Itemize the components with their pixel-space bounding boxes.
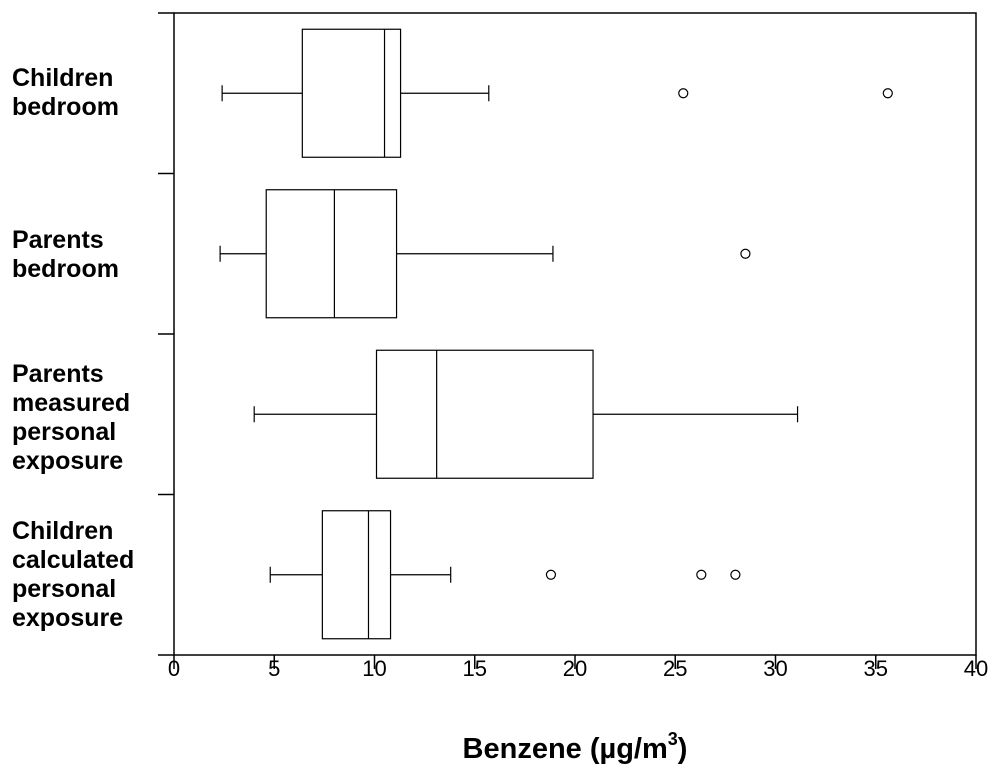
x-tick-label: 10 <box>362 656 386 681</box>
box-group <box>253 349 799 479</box>
x-axis-label-suffix: ) <box>678 733 688 765</box>
x-tick-label: 20 <box>563 656 587 681</box>
box-series <box>219 28 893 640</box>
category-label-line: personal <box>12 575 117 603</box>
category-label-line: personal <box>12 418 117 446</box>
iqr-box <box>265 189 398 319</box>
iqr-box <box>375 349 594 479</box>
category-label-line: Children <box>12 64 114 92</box>
x-tick-label: 35 <box>864 656 888 681</box>
x-tick-label: 30 <box>763 656 787 681</box>
box-group <box>269 510 741 640</box>
x-axis-label-main: Benzene (µg/m <box>463 733 668 765</box>
x-axis-label-superscript: 3 <box>668 729 678 749</box>
x-tick-label: 40 <box>964 656 988 681</box>
outlier-point <box>678 88 689 99</box>
iqr-box <box>321 510 392 640</box>
x-tick-label: 5 <box>268 656 280 681</box>
category-label: Parents measured personal exposure <box>12 360 130 476</box>
category-label: Children bedroom <box>12 64 119 122</box>
box-group <box>219 189 751 319</box>
outlier-point <box>740 248 751 259</box>
x-axis-ticks: 0 5 10 15 20 25 30 35 40 <box>168 655 988 681</box>
iqr-box <box>301 28 402 158</box>
box-group <box>221 28 893 158</box>
y-axis-ticks <box>158 12 174 656</box>
outlier-point <box>730 569 741 580</box>
category-label: Children calculated personal exposure <box>12 517 134 633</box>
category-label-line: exposure <box>12 604 124 632</box>
category-label-line: Children <box>12 517 114 545</box>
outlier-point <box>882 88 893 99</box>
category-label-line: Parents <box>12 360 104 388</box>
category-label-line: Parents <box>12 226 104 254</box>
x-axis-label: Benzene (µg/m3) <box>463 729 688 765</box>
outlier-point <box>545 569 557 580</box>
plot-frame <box>173 12 977 656</box>
category-label-line: bedroom <box>12 93 119 121</box>
category-label-line: calculated <box>12 546 135 574</box>
x-tick-label: 0 <box>168 656 180 681</box>
category-label-line: bedroom <box>12 255 119 283</box>
category-label-line: measured <box>12 389 131 417</box>
x-tick-label: 15 <box>463 656 487 681</box>
category-label-line: exposure <box>12 447 124 475</box>
x-tick-label: 25 <box>663 656 687 681</box>
category-label: Parents bedroom <box>12 226 119 284</box>
outlier-point <box>696 569 707 580</box>
